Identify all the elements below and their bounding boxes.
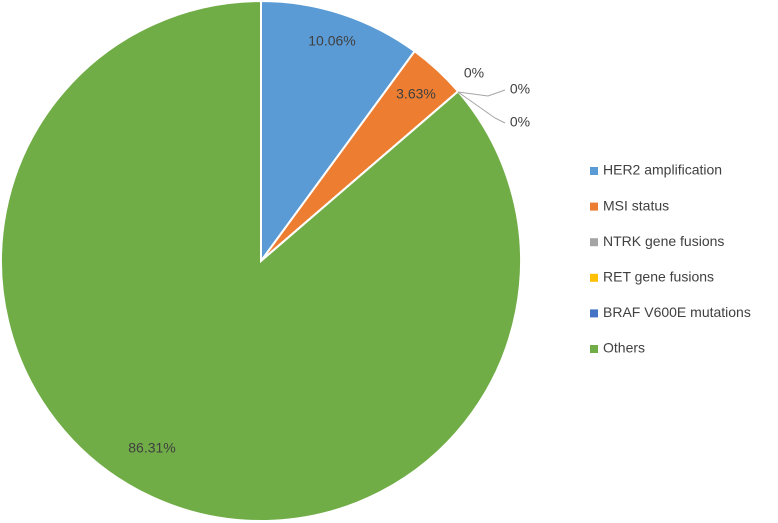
data-label: 10.06% (308, 33, 355, 49)
legend-label: MSI status (603, 197, 669, 213)
legend-label: HER2 amplification (603, 162, 722, 178)
legend-label: RET gene fusions (603, 269, 714, 285)
legend-swatch (590, 273, 598, 282)
data-label: 86.31% (128, 440, 175, 456)
leader-line (457, 89, 506, 97)
data-label: 3.63% (396, 86, 436, 102)
legend-swatch (590, 345, 598, 353)
legend-swatch (590, 238, 598, 247)
pie-slice (0, 0, 522, 522)
legend-label: BRAF V600E mutations (603, 304, 751, 320)
legend-label: Others (603, 340, 645, 356)
legend-swatch (590, 309, 598, 318)
leader-line (457, 91, 506, 124)
labels: 10.06% 3.63% 0% 0% 0% 86.31% (128, 33, 530, 456)
pie-slice (260, 0, 417, 265)
data-label: 0% (464, 65, 484, 81)
slices (0, 0, 522, 522)
legend-swatch (590, 202, 598, 211)
legend: HER2 amplification MSI status NTRK gene fu… (590, 162, 751, 356)
legend-swatch (590, 167, 598, 175)
data-label: 0% (510, 114, 530, 130)
data-label: 0% (510, 81, 530, 97)
legend-label: NTRK gene fusions (603, 233, 724, 249)
